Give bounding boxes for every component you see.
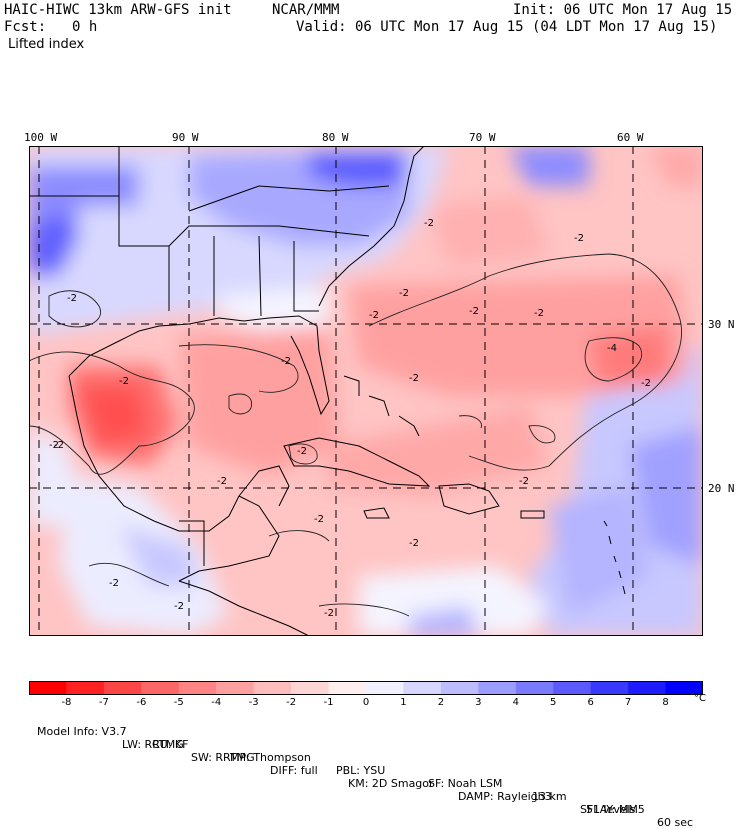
lat-label-30n: 30 N <box>708 318 735 331</box>
model-info-sf: SF: Noah LSM <box>428 777 503 790</box>
lon-label-80w: 80 W <box>322 131 349 144</box>
contour-label: -2 <box>314 514 324 525</box>
colorbar-tick-label: -4 <box>211 697 222 708</box>
contour-label: -2 <box>324 608 334 619</box>
model-info-line2: LW: RRTMG SW: RRTMG DIFF: full KM: 2D Sm… <box>30 725 645 816</box>
field-shading <box>29 146 703 636</box>
colorbar-tick-label: -2 <box>286 697 297 708</box>
model-info-sw: SW: RRTMG <box>191 751 255 764</box>
colorbar <box>29 681 703 695</box>
lifted-index-map[interactable]: -2 -2 -2 -2 -2 -2 -2 -2 -2 -2 -2 -2 -2 -… <box>29 146 703 636</box>
contour-label: -2 <box>534 308 544 319</box>
colorbar-segment <box>366 681 404 695</box>
colorbar-tick-label: 5 <box>550 697 557 708</box>
colorbar-segment <box>216 681 255 695</box>
colorbar-segment <box>478 681 517 695</box>
contour-label: -2 <box>574 233 584 244</box>
fcst-label: Fcst: <box>4 19 47 35</box>
colorbar-segment <box>66 681 105 695</box>
colorbar-segment <box>291 681 330 695</box>
colorbar-segment <box>403 681 442 695</box>
graticule <box>29 146 703 636</box>
colorbar-tick-label: 6 <box>587 697 594 708</box>
valid-time: Valid: 06 UTC Mon 17 Aug 15 (04 LDT Mon … <box>296 19 718 35</box>
model-info-damp: DAMP: Rayleigh3 <box>458 790 552 803</box>
contour-label: -2 <box>409 373 419 384</box>
lon-label-60w: 60 W <box>617 131 644 144</box>
contour-label: -2 <box>399 288 409 299</box>
contour-label: -2 <box>119 376 129 387</box>
model-info-line1: Model Info: V3.7 CU: KF MP: Thompson PBL… <box>30 712 693 829</box>
colorbar-tick-label: -8 <box>61 697 72 708</box>
colorbar-tick-label: -1 <box>323 697 334 708</box>
contour-label: -2 <box>109 578 119 589</box>
colorbar-segment <box>141 681 180 695</box>
colorbar-tick-label: -3 <box>248 697 259 708</box>
colorbar-tick-label: 4 <box>512 697 519 708</box>
title-left: HAIC-HIWC 13km ARW-GFS init <box>4 2 232 18</box>
model-info-version: Model Info: V3.7 <box>37 725 127 738</box>
colorbar-segment <box>628 681 667 695</box>
colorbar-tick-label: 1 <box>400 697 407 708</box>
contour-label: -2 <box>174 601 184 612</box>
field-name: Lifted index <box>8 37 85 52</box>
colorbar-tick-label: 7 <box>624 697 632 708</box>
model-info-diff: DIFF: full <box>270 764 318 777</box>
contour-label: -2 <box>519 476 529 487</box>
contour-label: -2 <box>424 218 434 229</box>
colorbar-tick-label: 2 <box>437 697 445 708</box>
colorbar-segment <box>253 681 292 695</box>
colorbar-tick-label: -6 <box>136 697 147 708</box>
lat-label-20n: 20 N <box>708 482 735 495</box>
colorbar-segment <box>178 681 217 695</box>
colorbar-tick-label: 8 <box>662 697 669 708</box>
colorbar-segment <box>440 681 479 695</box>
colorbar-tick-label: -7 <box>98 697 109 708</box>
contour-label: -2 <box>297 446 307 457</box>
colorbar-tick-label: 3 <box>475 697 482 708</box>
fcst-value: 0 h <box>72 19 98 35</box>
contour-label: -2 <box>469 306 479 317</box>
contour-label: -4 <box>607 343 617 354</box>
colorbar-segment <box>665 681 703 695</box>
contour-label: -2 <box>67 293 77 304</box>
colorbar-unit: °C <box>694 693 706 704</box>
colorbar-segment <box>553 681 592 695</box>
colorbar-segment <box>29 681 67 695</box>
contour-label: -2 <box>281 356 291 367</box>
colorbar-segment <box>328 681 367 695</box>
contours <box>29 253 682 617</box>
colorbar-tick-label: -5 <box>173 697 184 708</box>
model-info-sflay: SFLAY: MM5 <box>580 803 645 816</box>
model-info-pbl: PBL: YSU <box>336 764 386 777</box>
contour-label: -2 <box>49 440 59 451</box>
colorbar-tick-label: 0 <box>362 697 370 708</box>
coastlines <box>29 146 626 636</box>
colorbar-segment <box>515 681 554 695</box>
colorbar-segment <box>590 681 629 695</box>
model-info-dt: 60 sec <box>657 816 694 829</box>
lon-label-90w: 90 W <box>172 131 199 144</box>
init-time: Init: 06 UTC Mon 17 Aug 15 <box>513 2 733 18</box>
lon-label-100w: 100 W <box>24 131 58 144</box>
lon-label-70w: 70 W <box>469 131 496 144</box>
title-center: NCAR/MMM <box>272 2 340 18</box>
contour-label: -2 <box>409 538 419 549</box>
colorbar-segment <box>103 681 142 695</box>
contour-labels: -2 -2 -2 -2 -2 -2 -2 -2 -2 -2 -2 -2 -2 -… <box>49 218 651 619</box>
contour-label: -2 <box>217 476 227 487</box>
contour-label: -2 <box>54 440 64 451</box>
model-info-km: KM: 2D Smagor <box>348 777 434 790</box>
contour-label: -2 <box>369 310 379 321</box>
contour-label: -2 <box>641 378 651 389</box>
